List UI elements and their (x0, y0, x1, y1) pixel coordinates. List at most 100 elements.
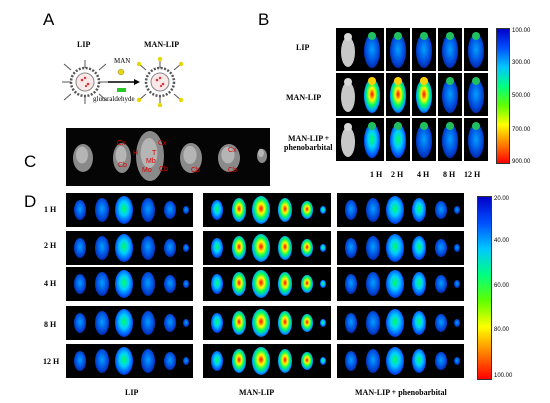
organ-fluorescence (301, 239, 313, 257)
colorbar-b-tick: 300.00 (512, 60, 531, 66)
mouse-fluorescence (468, 79, 484, 113)
region-mb: Mb (146, 158, 156, 165)
region-cx: Cx (158, 140, 167, 147)
organ-fluorescence (320, 244, 326, 252)
mouse-fluorescence (364, 124, 380, 158)
organ-fluorescence (115, 234, 133, 262)
col-label-8h: 8 H (443, 170, 456, 179)
organ-fluorescence (211, 274, 223, 294)
organ-fluorescence (74, 313, 86, 333)
colorbar-b-tick: 500.00 (512, 93, 531, 99)
organ-fluorescence (386, 309, 404, 337)
d-row-label-2h: 2 H (44, 241, 57, 250)
organ-fluorescence (183, 280, 189, 288)
mouse-fluorescence (468, 124, 484, 158)
organ-fluorescence (278, 236, 292, 260)
organ-fluorescence (366, 311, 380, 335)
organ-fluorescence (74, 274, 86, 294)
organ-fluorescence (386, 196, 404, 224)
mouse-fluorescence (390, 34, 406, 68)
organ-fluorescence (141, 311, 155, 335)
colorbar-d-tick: 60.00 (494, 283, 510, 289)
organ-fluorescence (232, 236, 246, 260)
organ-fluorescence (211, 200, 223, 220)
organ-fluorescence (252, 196, 270, 224)
colorbar-d-tick: 100.00 (494, 373, 513, 379)
glutaraldehyde-icon (117, 88, 126, 92)
d-group-label-lip: LIP (125, 388, 139, 397)
organ-fluorescence (301, 201, 313, 219)
organ-fluorescence (301, 275, 313, 293)
organ-fluorescence (412, 198, 426, 222)
organ-fluorescence (366, 272, 380, 296)
col-label-12h: 12 H (464, 170, 481, 179)
colorbar-b-tick: 100.00 (512, 28, 531, 34)
region-mo: Mo (142, 167, 152, 174)
colorbar-d-tick: 20.00 (494, 196, 510, 202)
col-label-1h: 1 H (370, 170, 383, 179)
organ-fluorescence (366, 198, 380, 222)
lip-label: LIP (77, 40, 91, 49)
d-group-label-man-lip: MAN-LIP (239, 388, 275, 397)
organ-fluorescence (115, 309, 133, 337)
region-cb: Cb (118, 162, 127, 169)
mouse-fluorescence (442, 79, 458, 113)
mouse-photo (341, 127, 355, 157)
col-label-2h: 2 H (391, 170, 404, 179)
organ-fluorescence (345, 200, 357, 220)
organ-fluorescence (454, 206, 460, 214)
organ-fluorescence (454, 319, 460, 327)
organ-fluorescence (164, 314, 176, 332)
organ-fluorescence (164, 275, 176, 293)
colorbar-d-tick: 80.00 (494, 327, 510, 333)
panel-label-a: A (43, 10, 55, 29)
organ-fluorescence (183, 206, 189, 214)
organ-fluorescence (278, 198, 292, 222)
row-label-man-lip-plus: MAN-LIP + (288, 134, 330, 143)
organ-fluorescence (95, 236, 109, 260)
mouse-photo (341, 82, 355, 112)
organ-fluorescence (183, 319, 189, 327)
organ-fluorescence (164, 201, 176, 219)
d-row-label-12h: 12 H (43, 357, 60, 366)
mouse-fluorescence (364, 34, 380, 68)
region-cb: Cb (228, 167, 237, 174)
organ-fluorescence (320, 319, 326, 327)
organ-fluorescence (435, 275, 447, 293)
organ-fluorescence (412, 272, 426, 296)
col-label-4h: 4 H (417, 170, 430, 179)
organ-fluorescence (232, 311, 246, 335)
organ-fluorescence (95, 198, 109, 222)
d-group-label-man-lip-phenobarbital: MAN-LIP + phenobarbital (355, 388, 447, 397)
mouse-photo (341, 37, 355, 67)
man-molecule-icon (117, 68, 125, 76)
colorbar-b-tick: 900.00 (512, 159, 531, 165)
organ-fluorescence (278, 272, 292, 296)
colorbar-b-tick: 700.00 (512, 127, 531, 133)
organ-fluorescence (345, 274, 357, 294)
organ-fluorescence (386, 234, 404, 262)
organ-fluorescence (183, 244, 189, 252)
mouse-fluorescence (390, 79, 406, 113)
panel-label-c: C (24, 152, 37, 171)
organ-fluorescence (435, 352, 447, 370)
organ-fluorescence (211, 313, 223, 333)
organ-fluorescence (141, 236, 155, 260)
organ-fluorescence (252, 347, 270, 375)
row-label-lip: LIP (296, 43, 310, 52)
mouse-fluorescence (442, 124, 458, 158)
mouse-fluorescence (390, 124, 406, 158)
organ-fluorescence (183, 357, 189, 365)
organ-fluorescence (74, 351, 86, 371)
organ-fluorescence (366, 349, 380, 373)
mouse-fluorescence (416, 124, 432, 158)
organ-fluorescence (435, 314, 447, 332)
organ-fluorescence (366, 236, 380, 260)
organ-fluorescence (320, 357, 326, 365)
organ-fluorescence (320, 280, 326, 288)
organ-fluorescence (95, 311, 109, 335)
organ-fluorescence (301, 352, 313, 370)
organ-fluorescence (115, 270, 133, 298)
d-row-label-1h: 1 H (44, 205, 57, 214)
